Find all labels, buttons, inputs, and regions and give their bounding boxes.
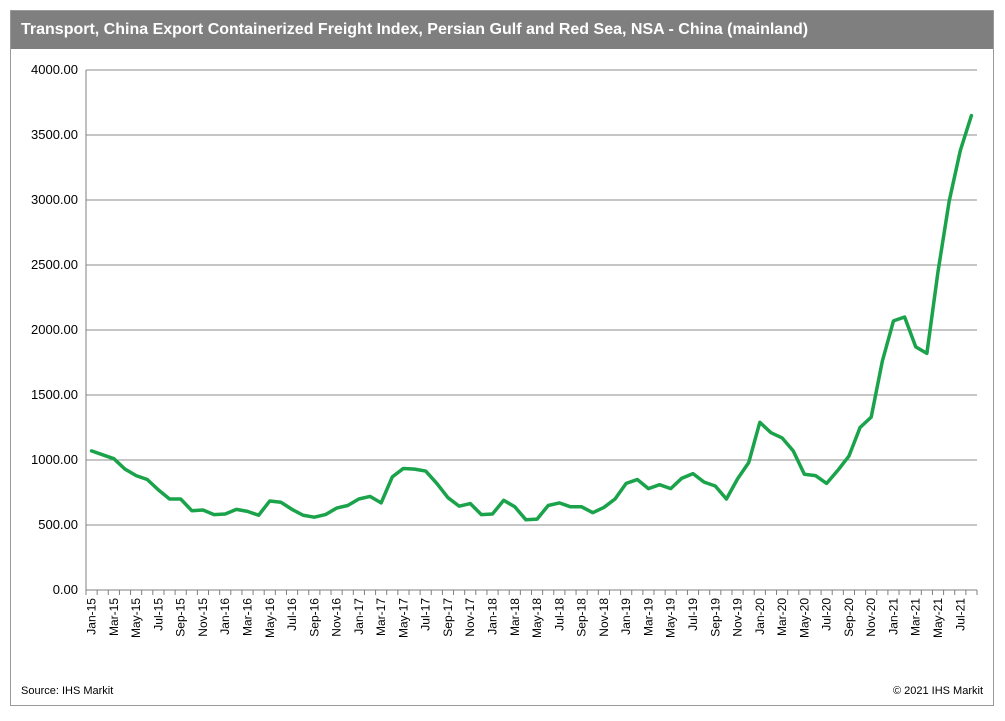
y-tick-label: 500.00 — [38, 517, 78, 532]
series-line — [89, 113, 974, 522]
x-tick-label: Jul-17 — [419, 598, 433, 631]
x-tick-label: Jan-17 — [352, 598, 366, 635]
x-tick-label: Jul-21 — [953, 598, 967, 631]
x-tick-label: Jul-15 — [151, 598, 165, 631]
y-tick-label: 2500.00 — [31, 257, 78, 272]
x-tick-label: May-15 — [129, 598, 143, 638]
x-tick-label: Nov-17 — [463, 598, 477, 637]
x-tick-label: Nov-19 — [731, 598, 745, 637]
x-tick-label: Jan-19 — [619, 598, 633, 635]
x-tick-label: Mar-21 — [909, 598, 923, 636]
y-tick-label: 3500.00 — [31, 127, 78, 142]
x-tick-label: Nov-15 — [196, 598, 210, 637]
x-tick-label: Mar-15 — [107, 598, 121, 636]
x-tick-label: Mar-16 — [240, 598, 254, 636]
y-tick-label: 4000.00 — [31, 62, 78, 77]
x-tick-label: Nov-20 — [864, 598, 878, 637]
x-tick-label: Nov-18 — [597, 598, 611, 637]
x-tick-label: Jul-16 — [285, 598, 299, 631]
x-tick-label: Sep-15 — [174, 598, 188, 637]
x-tick-label: Jan-21 — [886, 598, 900, 635]
chart-frame: Transport, China Export Containerized Fr… — [10, 10, 994, 706]
x-tick-label: May-21 — [931, 598, 945, 638]
x-tick-label: May-17 — [396, 598, 410, 638]
x-tick-label: Jan-15 — [85, 598, 99, 635]
x-tick-label: Jan-16 — [218, 598, 232, 635]
y-tick-label: 3000.00 — [31, 192, 78, 207]
x-tick-label: May-18 — [530, 598, 544, 638]
x-tick-label: Mar-19 — [641, 598, 655, 636]
source-note: Source: IHS Markit — [21, 685, 114, 697]
x-tick-label: Sep-18 — [575, 598, 589, 637]
x-tick-label: Sep-17 — [441, 598, 455, 637]
x-tick-label: Sep-19 — [708, 598, 722, 637]
line-chart: 0.00 500.00 1000.00 1500.00 2000.00 2500.00 30… — [31, 62, 978, 638]
x-tick-label: Mar-20 — [775, 598, 789, 636]
x-tick-label: Jul-19 — [686, 598, 700, 631]
copyright-note: © 2021 IHS Markit — [892, 685, 983, 697]
x-tick-label: Jul-20 — [820, 598, 834, 631]
y-tick-label: 2000.00 — [31, 322, 78, 337]
x-tick-label: May-20 — [797, 598, 811, 638]
x-tick-label: Mar-17 — [374, 598, 388, 636]
x-tick-label: May-16 — [263, 598, 277, 638]
y-tick-label: 1500.00 — [31, 387, 78, 402]
x-tick-label: Sep-16 — [307, 598, 321, 637]
x-tick-label: Jul-18 — [552, 598, 566, 631]
x-tick-label: Sep-20 — [842, 598, 856, 637]
chart-title: Transport, China Export Containerized Fr… — [11, 11, 993, 49]
x-tick-label: Jan-18 — [486, 598, 500, 635]
y-tick-label: 1000.00 — [31, 452, 78, 467]
x-tick-label: Nov-16 — [330, 598, 344, 637]
y-tick-label: 0.00 — [53, 582, 78, 597]
x-tick-label: Mar-18 — [508, 598, 522, 636]
x-tick-label: Jan-20 — [753, 598, 767, 635]
x-tick-label: May-19 — [664, 598, 678, 638]
